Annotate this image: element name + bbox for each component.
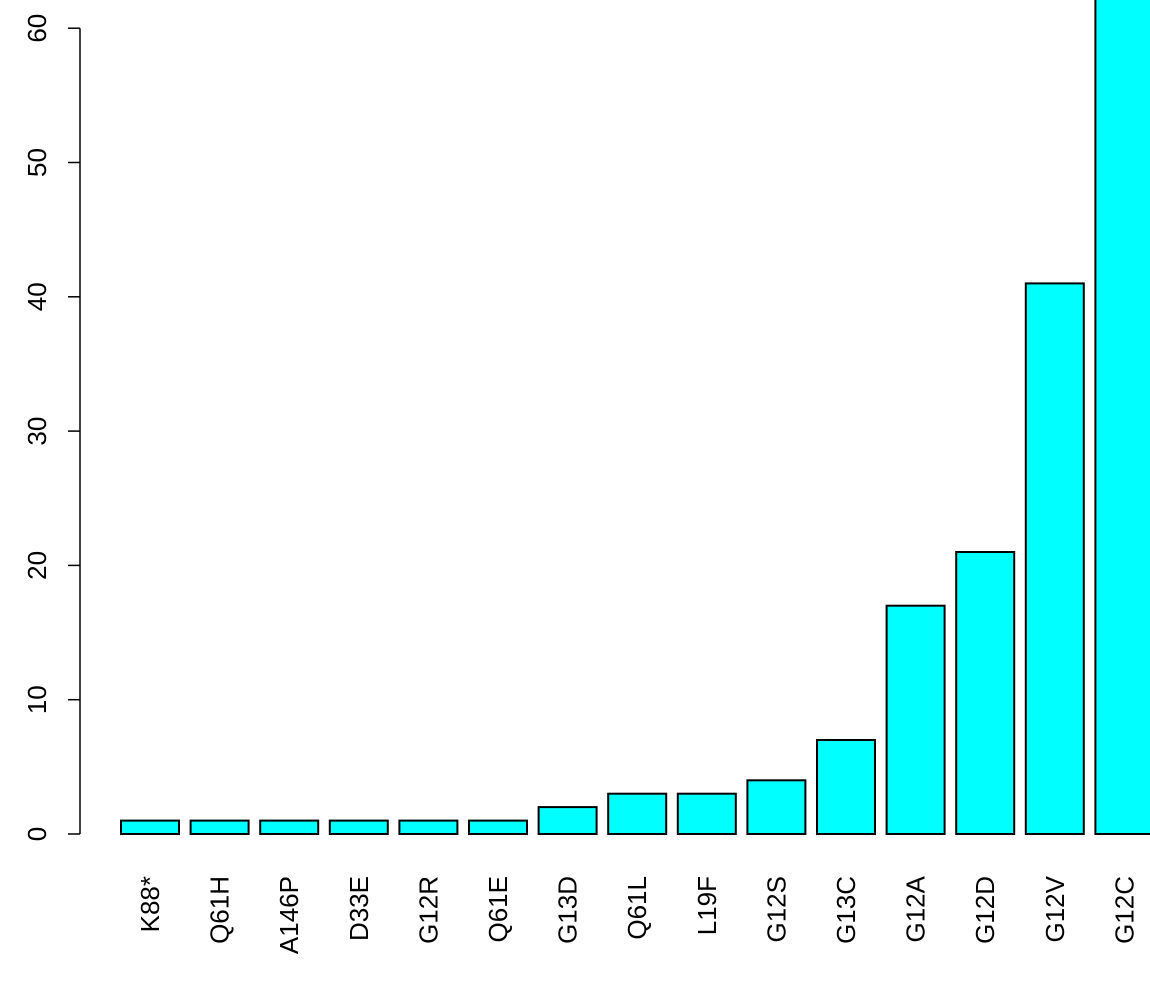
x-tick-label: G13C (831, 876, 861, 944)
y-tick-label: 0 (22, 827, 52, 841)
bars-layer (120, 0, 1150, 836)
x-tick-label: G12D (970, 876, 1000, 944)
bar-Q61E (468, 819, 528, 835)
bar-G12A (885, 604, 946, 836)
x-tick-label: G12S (761, 876, 791, 943)
bar-G12S (746, 779, 807, 835)
y-tick-label: 30 (22, 417, 52, 446)
bar-G12R (398, 819, 459, 835)
x-axis-labels: K88* Q61H A146P D33E G12R Q61E G13D Q61L L19F G12… (135, 875, 1139, 954)
y-tick-label: 10 (22, 685, 52, 714)
y-tick-label: 60 (22, 14, 52, 43)
y-tick-label: 40 (22, 282, 52, 311)
x-tick-label: K88* (135, 876, 165, 932)
x-tick-label: G13D (553, 876, 583, 944)
bar-G13D (537, 806, 598, 835)
bar-D33E (328, 819, 389, 835)
bar-G12D (955, 551, 1016, 835)
bar-Q61L (607, 792, 668, 836)
bar-G13C (816, 739, 876, 835)
x-tick-label: G12R (413, 876, 443, 944)
bar-Q61H (189, 819, 250, 835)
x-tick-label: D33E (344, 876, 374, 941)
x-tick-label: Q61L (622, 876, 652, 940)
bar-K88* (120, 819, 180, 835)
bar-G12V (1024, 282, 1085, 835)
y-tick-label: 20 (22, 551, 52, 580)
x-tick-label: L19F (692, 876, 722, 935)
bar-L19F (676, 792, 737, 836)
x-tick-label: A146P (274, 876, 304, 954)
bar-G12C (1094, 0, 1150, 835)
x-tick-label: Q61H (205, 876, 235, 944)
x-tick-label: G12V (1040, 875, 1070, 942)
x-tick-label: G12C (1109, 876, 1139, 944)
x-tick-label: Q61E (483, 876, 513, 943)
bar-A146P (259, 819, 320, 835)
x-tick-label: G12A (901, 875, 931, 942)
y-axis: 0 10 20 30 40 50 60 (22, 14, 81, 841)
y-tick-label: 50 (22, 148, 52, 177)
